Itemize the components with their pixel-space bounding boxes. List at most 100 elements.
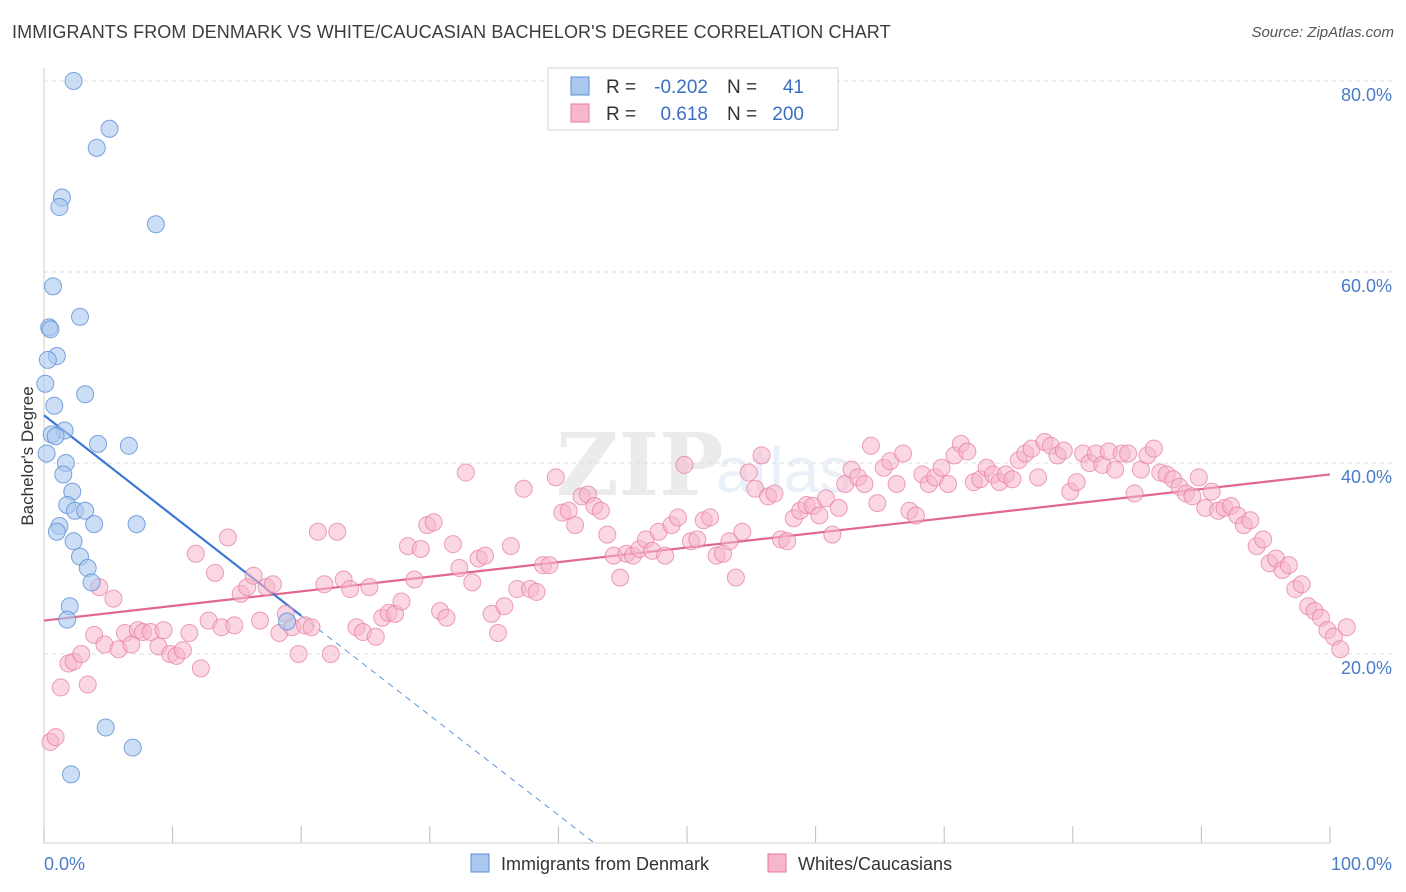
data-point-whites bbox=[411, 539, 430, 558]
data-point-denmark bbox=[50, 198, 69, 217]
data-point-whites bbox=[829, 498, 848, 517]
data-point-whites bbox=[765, 484, 784, 503]
data-point-whites bbox=[887, 475, 906, 494]
data-point-denmark bbox=[46, 427, 65, 446]
chart-title: IMMIGRANTS FROM DENMARK VS WHITE/CAUCASI… bbox=[12, 22, 891, 42]
data-point-denmark bbox=[76, 501, 95, 520]
data-point-denmark bbox=[64, 532, 83, 551]
bottom-legend-label-pink: Whites/Caucasians bbox=[798, 854, 952, 874]
gridlines bbox=[44, 80, 1392, 655]
data-point-whites bbox=[321, 645, 340, 663]
data-point-whites bbox=[104, 589, 123, 608]
data-point-denmark bbox=[41, 320, 60, 339]
data-point-whites bbox=[1106, 460, 1125, 479]
data-point-whites bbox=[1331, 640, 1350, 659]
data-point-whites bbox=[752, 446, 771, 465]
data-point-whites bbox=[598, 525, 617, 544]
data-point-whites bbox=[540, 556, 559, 575]
data-point-whites bbox=[315, 575, 334, 594]
data-point-whites bbox=[778, 532, 797, 551]
data-point-whites bbox=[566, 516, 585, 535]
series-immigrants-from-denmark bbox=[36, 72, 297, 784]
data-point-whites bbox=[1279, 556, 1298, 575]
data-point-whites bbox=[1337, 618, 1356, 637]
data-point-whites bbox=[527, 582, 546, 601]
data-point-whites bbox=[173, 641, 192, 660]
data-point-whites bbox=[739, 463, 758, 482]
y-tick-label: 60.0% bbox=[1341, 276, 1392, 296]
data-point-whites bbox=[720, 532, 739, 551]
data-point-denmark bbox=[37, 444, 56, 463]
data-point-whites bbox=[218, 528, 237, 547]
data-point-whites bbox=[225, 616, 244, 635]
data-point-whites bbox=[463, 573, 482, 592]
data-point-whites bbox=[688, 530, 707, 549]
data-point-whites bbox=[668, 508, 687, 527]
data-point-denmark bbox=[123, 738, 142, 757]
legend-box bbox=[547, 67, 839, 131]
data-point-denmark bbox=[100, 119, 119, 138]
tick-labels: 20.0% 40.0% 60.0% 80.0% 0.0% 100.0% bbox=[44, 85, 1392, 874]
data-point-whites bbox=[1254, 530, 1273, 549]
data-point-whites bbox=[1202, 482, 1221, 501]
data-point-whites bbox=[289, 645, 308, 663]
bottom-legend-swatch-pink bbox=[767, 853, 787, 873]
data-point-whites bbox=[308, 522, 327, 541]
data-point-denmark bbox=[36, 374, 55, 393]
data-point-denmark bbox=[87, 138, 106, 157]
data-point-whites bbox=[180, 623, 199, 642]
y-tick-label: 20.0% bbox=[1341, 658, 1392, 678]
data-point-whites bbox=[855, 475, 874, 494]
data-point-whites bbox=[726, 568, 745, 587]
data-point-whites bbox=[1054, 441, 1073, 460]
data-point-whites bbox=[191, 659, 210, 678]
y-tick-label: 40.0% bbox=[1341, 467, 1392, 487]
data-point-whites bbox=[932, 458, 951, 477]
legend-r-value-pink: 0.618 bbox=[660, 104, 708, 125]
bottom-legend-label-blue: Immigrants from Denmark bbox=[501, 854, 710, 874]
data-point-denmark bbox=[82, 573, 101, 592]
data-point-whites bbox=[437, 608, 456, 627]
data-point-whites bbox=[810, 506, 829, 525]
data-point-whites bbox=[302, 618, 321, 637]
data-point-denmark bbox=[38, 350, 57, 369]
legend-r-label-pink: R = bbox=[606, 104, 636, 125]
data-point-whites bbox=[495, 597, 514, 616]
data-point-whites bbox=[1292, 575, 1311, 594]
data-point-whites bbox=[701, 508, 720, 527]
data-point-denmark bbox=[47, 522, 66, 541]
trend-line-denmark-extension bbox=[300, 615, 598, 846]
data-point-whites bbox=[328, 522, 347, 541]
data-point-whites bbox=[733, 522, 752, 541]
source-credit: Source: ZipAtlas.com bbox=[1251, 24, 1394, 41]
legend-swatch-pink bbox=[570, 103, 590, 123]
data-point-whites bbox=[392, 592, 411, 611]
data-point-whites bbox=[450, 559, 469, 578]
data-point-whites bbox=[501, 537, 520, 556]
data-point-whites bbox=[424, 513, 443, 532]
data-point-denmark bbox=[76, 385, 95, 404]
data-point-whites bbox=[823, 525, 842, 544]
data-point-whites bbox=[958, 442, 977, 461]
legend-n-label-blue: N = bbox=[727, 77, 757, 98]
data-point-denmark bbox=[58, 610, 77, 629]
data-point-whites bbox=[244, 566, 263, 585]
data-point-denmark bbox=[62, 765, 81, 784]
data-point-whites bbox=[1003, 470, 1022, 489]
data-point-whites bbox=[443, 535, 462, 554]
data-point-whites bbox=[186, 544, 205, 563]
data-point-whites bbox=[78, 675, 97, 694]
data-point-denmark bbox=[146, 215, 165, 234]
data-point-denmark bbox=[96, 718, 115, 737]
data-point-denmark bbox=[119, 436, 138, 455]
data-point-whites bbox=[546, 468, 565, 487]
data-point-whites bbox=[1119, 444, 1138, 463]
data-point-denmark bbox=[85, 515, 104, 534]
data-point-whites bbox=[816, 489, 835, 508]
data-point-denmark bbox=[127, 515, 146, 534]
data-point-whites bbox=[405, 570, 424, 589]
legend-n-label-pink: N = bbox=[727, 104, 757, 125]
series-legend: Immigrants from Denmark Whites/Caucasian… bbox=[470, 853, 952, 874]
y-axis-label: Bachelor's Degree bbox=[18, 386, 37, 525]
